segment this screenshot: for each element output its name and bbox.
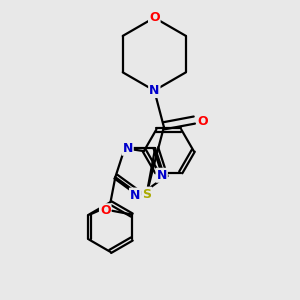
Text: N: N [122, 142, 133, 155]
Text: N: N [130, 189, 140, 202]
Text: O: O [100, 204, 111, 217]
Text: O: O [149, 11, 160, 24]
Text: N: N [157, 169, 167, 182]
Text: S: S [142, 188, 151, 201]
Text: N: N [149, 84, 160, 97]
Text: O: O [197, 115, 208, 128]
